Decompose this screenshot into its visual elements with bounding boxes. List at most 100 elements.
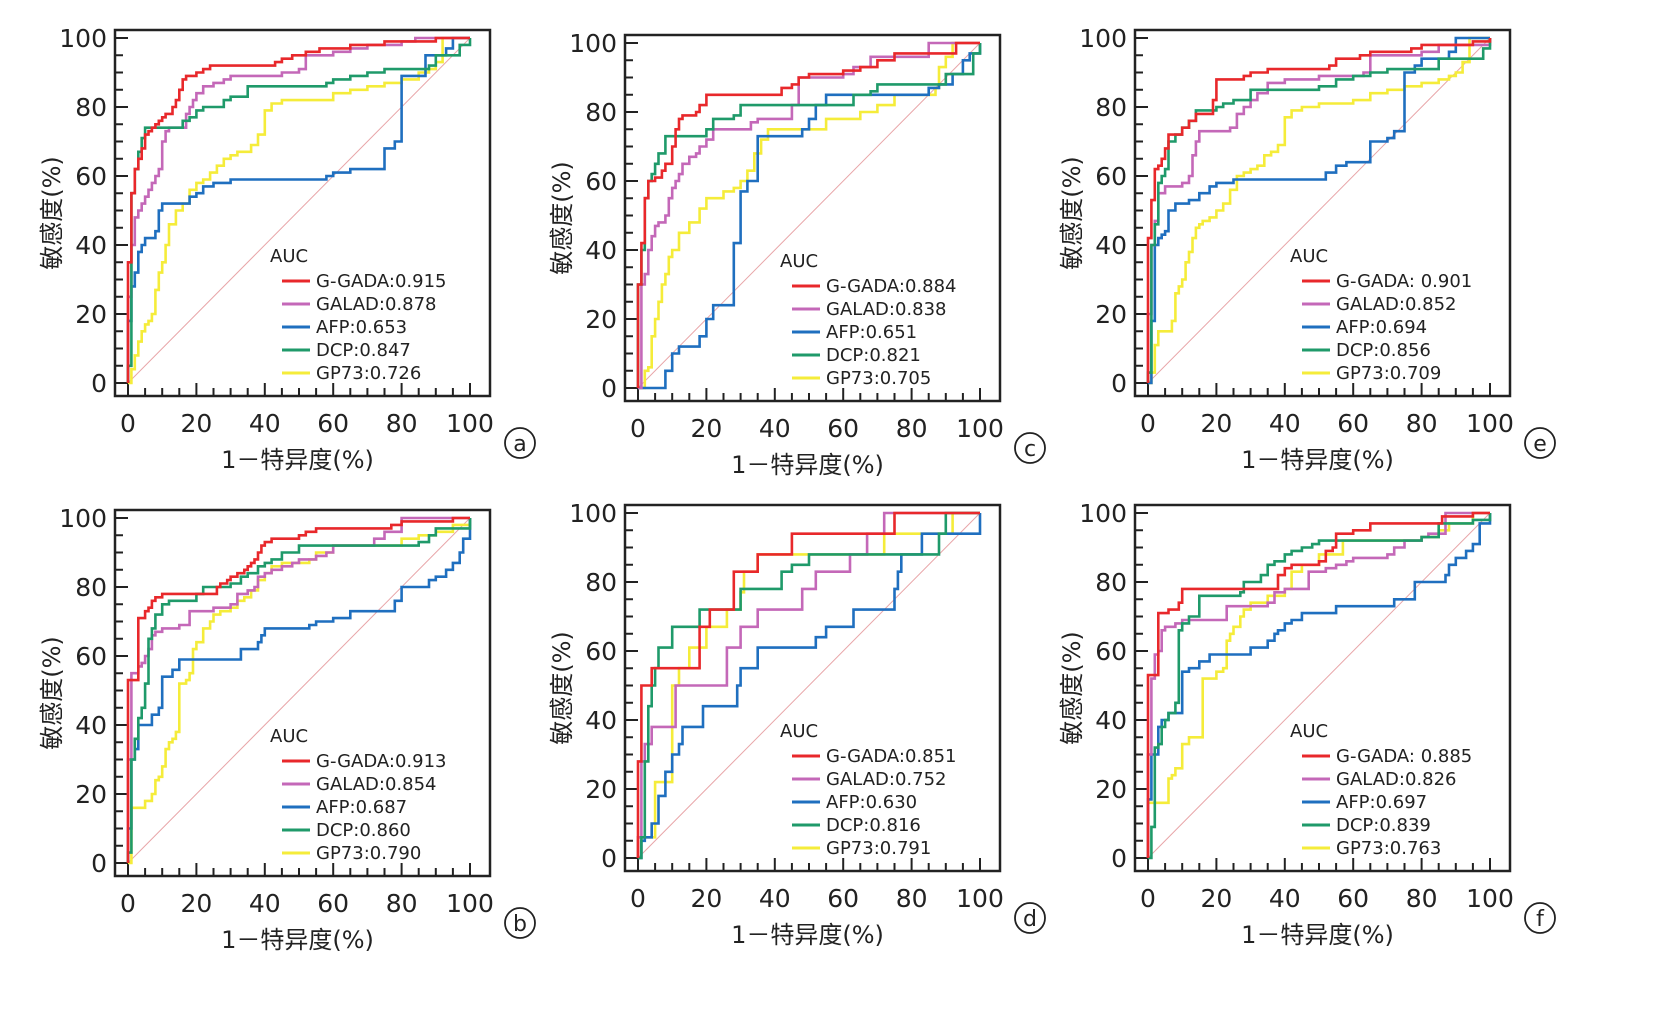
y-tick-label: 100 bbox=[569, 29, 617, 58]
roc-panel-c: 0 20 40 60 80 100 0 20 40 60 80 100 1－特异度(%) 敏感度(%) AU… bbox=[530, 5, 1070, 505]
y-tick-label: 80 bbox=[585, 98, 617, 127]
y-axis-label: 敏感度(%) bbox=[38, 636, 66, 750]
panel-label-text: f bbox=[1536, 907, 1545, 932]
roc-curve-galad bbox=[1146, 38, 1492, 383]
y-tick-label: 60 bbox=[75, 642, 107, 671]
legend-title: AUC bbox=[780, 251, 818, 272]
y-tick-label: 60 bbox=[585, 637, 617, 666]
panel-label-circle bbox=[1014, 902, 1046, 934]
roc-curve-afp bbox=[638, 513, 982, 860]
x-axis-label: 1－特异度(%) bbox=[221, 446, 374, 474]
x-tick-label: 80 bbox=[1406, 884, 1438, 913]
x-tick-label: 0 bbox=[1140, 884, 1156, 913]
panel-label-text: a bbox=[513, 432, 526, 457]
legend-entry-gp73: GP73:0.709 bbox=[1336, 363, 1441, 384]
roc-chart-svg: 0 20 40 60 80 100 0 20 40 60 80 100 1－特异度(%) 敏感度(%) AU… bbox=[1058, 24, 1556, 474]
panel-label: b bbox=[504, 907, 536, 939]
roc-curve-dcp bbox=[126, 518, 472, 863]
x-tick-label: 20 bbox=[180, 889, 212, 918]
y-tick-label: 0 bbox=[601, 844, 617, 873]
legend-entry-galad: GALAD:0.852 bbox=[1336, 294, 1456, 315]
y-tick-label: 20 bbox=[1095, 775, 1127, 804]
roc-panel-d: 0 20 40 60 80 100 0 20 40 60 80 100 1－特异度(%) 敏感度(%) AU… bbox=[530, 475, 1070, 975]
legend-entry-gp73: GP73:0.726 bbox=[316, 363, 421, 384]
legend-entry-dcp: DCP:0.860 bbox=[316, 820, 411, 841]
y-tick-label: 0 bbox=[601, 374, 617, 403]
roc-curve-dcp bbox=[1146, 38, 1492, 383]
y-tick-label: 80 bbox=[75, 573, 107, 602]
x-tick-label: 40 bbox=[249, 409, 281, 438]
legend-entry-galad: GALAD:0.854 bbox=[316, 774, 436, 795]
reference-diagonal-line bbox=[637, 42, 981, 389]
y-tick-label: 60 bbox=[75, 162, 107, 191]
y-axis-label: 敏感度(%) bbox=[548, 161, 576, 275]
panel-label-text: d bbox=[1023, 907, 1037, 932]
panel-label: d bbox=[1014, 902, 1046, 934]
y-tick-label: 80 bbox=[1095, 93, 1127, 122]
panel-label-circle bbox=[504, 427, 536, 459]
panel-label-circle bbox=[1524, 902, 1556, 934]
x-tick-label: 0 bbox=[120, 889, 136, 918]
plot-frame bbox=[623, 33, 1002, 403]
y-tick-label: 40 bbox=[585, 236, 617, 265]
panel-label-text: c bbox=[1024, 437, 1036, 462]
panel-label-text: b bbox=[513, 912, 527, 937]
y-tick-label: 20 bbox=[75, 780, 107, 809]
x-tick-label: 20 bbox=[180, 409, 212, 438]
panel-label-circle bbox=[504, 907, 536, 939]
y-tick-label: 20 bbox=[1095, 300, 1127, 329]
reference-diagonal-line bbox=[127, 37, 471, 384]
y-tick-label: 0 bbox=[91, 369, 107, 398]
legend-entry-g-gada: G-GADA:0.884 bbox=[826, 276, 957, 297]
roc-panel-e: 0 20 40 60 80 100 0 20 40 60 80 100 1－特异度(%) 敏感度(%) AU… bbox=[1040, 0, 1580, 500]
y-axis-label: 敏感度(%) bbox=[38, 156, 66, 270]
y-tick-label: 80 bbox=[1095, 568, 1127, 597]
x-tick-label: 100 bbox=[446, 889, 494, 918]
roc-panel-f: 0 20 40 60 80 100 0 20 40 60 80 100 1－特异度(%) 敏感度(%) AU… bbox=[1040, 475, 1580, 975]
x-tick-label: 60 bbox=[1337, 884, 1369, 913]
roc-curve-dcp bbox=[1148, 513, 1492, 860]
x-tick-label: 0 bbox=[630, 414, 646, 443]
roc-chart-svg: 0 20 40 60 80 100 0 20 40 60 80 100 1－特异度(%) 敏感度(%) AU… bbox=[38, 504, 536, 954]
y-tick-label: 100 bbox=[59, 504, 107, 533]
y-tick-label: 60 bbox=[1095, 637, 1127, 666]
legend-entry-afp: AFP:0.653 bbox=[316, 317, 407, 338]
roc-chart-svg: 0 20 40 60 80 100 0 20 40 60 80 100 1－特异度(%) 敏感度(%) AU… bbox=[548, 499, 1046, 949]
x-axis-label: 1－特异度(%) bbox=[1241, 446, 1394, 474]
plot-frame bbox=[113, 28, 492, 398]
panel-label: e bbox=[1524, 427, 1556, 459]
panel-label-text: e bbox=[1533, 432, 1547, 457]
roc-curve-dcp bbox=[636, 43, 982, 388]
x-axis-label: 1－特异度(%) bbox=[731, 921, 884, 949]
legend-entry-g-gada: G-GADA: 0.885 bbox=[1336, 746, 1472, 767]
legend-entry-afp: AFP:0.630 bbox=[826, 792, 917, 813]
plot-frame bbox=[1133, 28, 1512, 398]
panel-label: f bbox=[1524, 902, 1556, 934]
plot-frame bbox=[113, 508, 492, 878]
y-tick-label: 100 bbox=[1079, 499, 1127, 528]
reference-diagonal-line bbox=[1147, 37, 1491, 384]
x-tick-label: 100 bbox=[956, 414, 1004, 443]
y-tick-label: 60 bbox=[1095, 162, 1127, 191]
x-tick-label: 80 bbox=[896, 884, 928, 913]
legend-entry-dcp: DCP:0.821 bbox=[826, 345, 921, 366]
panel-label-circle bbox=[1524, 427, 1556, 459]
x-tick-label: 20 bbox=[690, 414, 722, 443]
roc-curve-galad bbox=[126, 36, 470, 383]
legend-entry-g-gada: G-GADA:0.851 bbox=[826, 746, 957, 767]
x-tick-label: 60 bbox=[317, 889, 349, 918]
y-tick-label: 80 bbox=[75, 93, 107, 122]
legend-entry-afp: AFP:0.697 bbox=[1336, 792, 1427, 813]
roc-panel-b: 0 20 40 60 80 100 0 20 40 60 80 100 1－特异度(%) 敏感度(%) AU… bbox=[20, 480, 560, 980]
panel-label: c bbox=[1014, 432, 1046, 464]
y-tick-label: 20 bbox=[75, 300, 107, 329]
x-tick-label: 40 bbox=[1269, 884, 1301, 913]
y-axis-label: 敏感度(%) bbox=[1058, 631, 1086, 745]
y-tick-label: 40 bbox=[1095, 706, 1127, 735]
x-tick-label: 80 bbox=[896, 414, 928, 443]
y-tick-label: 40 bbox=[1095, 231, 1127, 260]
legend-entry-g-gada: G-GADA:0.915 bbox=[316, 271, 447, 292]
x-axis-label: 1－特异度(%) bbox=[731, 451, 884, 479]
legend-title: AUC bbox=[270, 726, 308, 747]
roc-curve-gp73 bbox=[128, 36, 470, 385]
